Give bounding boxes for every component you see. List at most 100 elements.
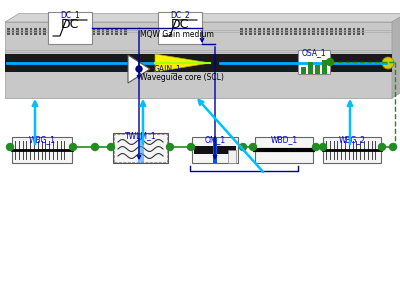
Bar xyxy=(255,137,313,163)
Bar xyxy=(38,28,41,35)
Bar xyxy=(298,28,301,35)
Bar xyxy=(124,28,126,35)
Bar xyxy=(267,28,270,35)
Text: TWLM_1: TWLM_1 xyxy=(125,131,156,140)
Bar xyxy=(249,28,252,35)
Bar xyxy=(84,28,86,35)
Bar xyxy=(294,28,296,35)
Bar xyxy=(280,28,283,35)
Circle shape xyxy=(382,57,394,69)
Bar xyxy=(74,28,77,35)
Text: WBG_2: WBG_2 xyxy=(338,135,366,144)
Bar xyxy=(61,28,64,35)
Bar xyxy=(323,137,381,163)
Bar xyxy=(344,28,346,35)
Bar xyxy=(120,28,122,35)
Circle shape xyxy=(312,143,320,151)
Bar xyxy=(12,137,72,163)
Polygon shape xyxy=(5,14,400,22)
Bar xyxy=(276,28,278,35)
Bar xyxy=(285,28,288,35)
Bar xyxy=(52,28,54,35)
Bar xyxy=(48,28,50,35)
Bar xyxy=(322,60,327,74)
Bar xyxy=(25,28,28,35)
Bar xyxy=(92,28,95,35)
Circle shape xyxy=(240,143,246,151)
Bar xyxy=(240,28,242,35)
Polygon shape xyxy=(128,55,150,83)
Circle shape xyxy=(378,143,386,151)
Text: DC_2: DC_2 xyxy=(170,10,190,19)
Text: WBG_1: WBG_1 xyxy=(28,135,56,144)
Bar xyxy=(158,12,202,44)
Text: DC: DC xyxy=(61,18,79,31)
Circle shape xyxy=(108,143,114,151)
Bar xyxy=(88,28,90,35)
Bar xyxy=(312,28,314,35)
Bar xyxy=(315,65,320,74)
Bar xyxy=(97,28,100,35)
Bar xyxy=(262,28,265,35)
Bar xyxy=(16,28,18,35)
Bar xyxy=(5,54,392,72)
Bar xyxy=(115,28,118,35)
Circle shape xyxy=(188,143,194,151)
Bar xyxy=(192,137,238,163)
Text: OM_1: OM_1 xyxy=(204,135,226,144)
Bar xyxy=(43,28,46,35)
Bar xyxy=(213,137,217,163)
Bar xyxy=(5,22,392,98)
Polygon shape xyxy=(392,14,400,98)
Bar xyxy=(194,146,236,154)
Bar xyxy=(357,28,360,35)
Bar xyxy=(102,28,104,35)
Bar xyxy=(298,50,330,74)
Bar xyxy=(362,28,364,35)
Bar xyxy=(272,28,274,35)
Bar xyxy=(106,28,108,35)
Bar xyxy=(352,28,355,35)
Bar xyxy=(7,28,10,35)
Bar xyxy=(334,28,337,35)
Bar xyxy=(110,28,113,35)
Bar xyxy=(56,28,59,35)
Bar xyxy=(138,133,144,163)
Bar xyxy=(348,28,350,35)
Text: MQW Gain medium: MQW Gain medium xyxy=(140,31,214,39)
Bar xyxy=(339,28,342,35)
Circle shape xyxy=(70,143,76,151)
Bar xyxy=(113,133,168,163)
Circle shape xyxy=(166,143,174,151)
Bar xyxy=(66,28,68,35)
Bar xyxy=(254,28,256,35)
Bar xyxy=(79,28,82,35)
Bar xyxy=(326,28,328,35)
Bar xyxy=(301,67,306,74)
Bar xyxy=(244,28,247,35)
Bar xyxy=(308,62,313,74)
Circle shape xyxy=(320,143,326,151)
Text: DC: DC xyxy=(171,18,189,31)
Bar xyxy=(330,28,332,35)
Bar xyxy=(30,28,32,35)
Bar xyxy=(308,28,310,35)
Text: WBD_1: WBD_1 xyxy=(270,135,298,144)
Circle shape xyxy=(250,143,256,151)
Bar xyxy=(12,28,14,35)
Bar xyxy=(20,28,23,35)
Bar xyxy=(258,28,260,35)
Bar xyxy=(70,28,72,35)
Bar xyxy=(34,28,36,35)
Circle shape xyxy=(6,143,14,151)
Circle shape xyxy=(390,143,396,151)
Circle shape xyxy=(92,143,98,151)
Bar xyxy=(316,28,319,35)
Circle shape xyxy=(136,66,142,72)
Bar xyxy=(290,28,292,35)
Bar xyxy=(48,12,92,44)
Text: GAIN_1: GAIN_1 xyxy=(154,65,182,73)
Bar xyxy=(303,28,306,35)
Bar xyxy=(228,150,236,163)
Text: DC_1: DC_1 xyxy=(60,10,80,19)
